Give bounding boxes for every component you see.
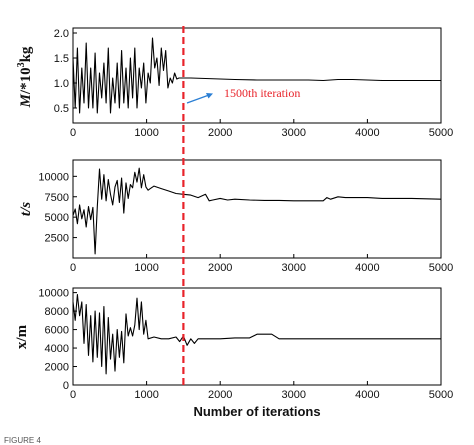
y-tick-label: 10000 — [38, 171, 69, 183]
y-axis-label-part: /*10 — [18, 67, 34, 95]
figure-caption: FIGURE 4 — [4, 436, 41, 445]
annotation: 1500th iteration — [182, 26, 300, 387]
y-tick-label: 2.0 — [54, 28, 69, 40]
plot-frame — [72, 287, 442, 386]
y-tick-label: 4000 — [45, 343, 69, 355]
series-line — [72, 293, 441, 375]
y-tick-label: 0 — [63, 380, 69, 392]
x-tick-label: 2000 — [208, 127, 232, 139]
panel-mass: M/*103kg 0 1000 2000 3000 4000 5000 0.5 1.0 1.5 2… — [16, 27, 453, 139]
y-tick-label: 6000 — [45, 325, 69, 337]
annotation-text: 1500th iteration — [224, 86, 300, 100]
annotation-arrowhead — [206, 93, 213, 99]
x-tick-label: 0 — [70, 127, 76, 139]
plot-frame — [72, 27, 442, 124]
series-line — [72, 167, 442, 255]
y-tick-label: 2000 — [45, 362, 69, 374]
x-tick-label: 3000 — [282, 262, 306, 274]
plot-frame — [72, 159, 442, 259]
x-axis-label: Number of iterations — [193, 404, 320, 419]
y-tick-label: 1.0 — [54, 78, 69, 90]
x-tick-label: 3000 — [282, 389, 306, 401]
annotation-arrow — [186, 94, 210, 104]
panel-time: t/s 0 1000 2000 3000 4000 5000 2500 5000 7500 100… — [18, 159, 453, 274]
x-tick-label: 1000 — [134, 389, 158, 401]
x-tick-label: 5000 — [429, 127, 453, 139]
y-tick-label: 0.5 — [54, 103, 69, 115]
panel-distance: x/m Number of iterations 0 1000 2000 3000 40… — [14, 287, 453, 419]
x-tick-label: 3000 — [282, 127, 306, 139]
x-tick-label: 4000 — [355, 127, 379, 139]
y-axis-label: M/*103kg — [16, 46, 34, 108]
y-tick-label: 10000 — [38, 288, 69, 300]
x-tick-label: 0 — [70, 389, 76, 401]
x-tick-label: 2000 — [208, 389, 232, 401]
y-axis-label-part: 3 — [16, 62, 27, 67]
y-tick-label: 8000 — [45, 306, 69, 318]
x-tick-label: 4000 — [355, 389, 379, 401]
y-tick-label: 2500 — [45, 233, 69, 245]
x-tick-label: 5000 — [429, 389, 453, 401]
x-tick-label: 1000 — [134, 262, 158, 274]
y-axis-label: t/s — [18, 202, 34, 216]
x-tick-label: 1000 — [134, 127, 158, 139]
x-tick-label: 2000 — [208, 262, 232, 274]
y-tick-label: 5000 — [45, 212, 69, 224]
x-tick-label: 5000 — [429, 262, 453, 274]
x-tick-label: 4000 — [355, 262, 379, 274]
y-tick-label: 7500 — [45, 192, 69, 204]
series-line — [72, 37, 441, 114]
y-axis-label-part: kg — [18, 46, 34, 62]
y-axis-label: x/m — [14, 324, 30, 349]
y-axis-label-part: M — [18, 93, 34, 108]
y-tick-label: 1.5 — [54, 53, 69, 65]
x-tick-label: 0 — [70, 262, 76, 274]
